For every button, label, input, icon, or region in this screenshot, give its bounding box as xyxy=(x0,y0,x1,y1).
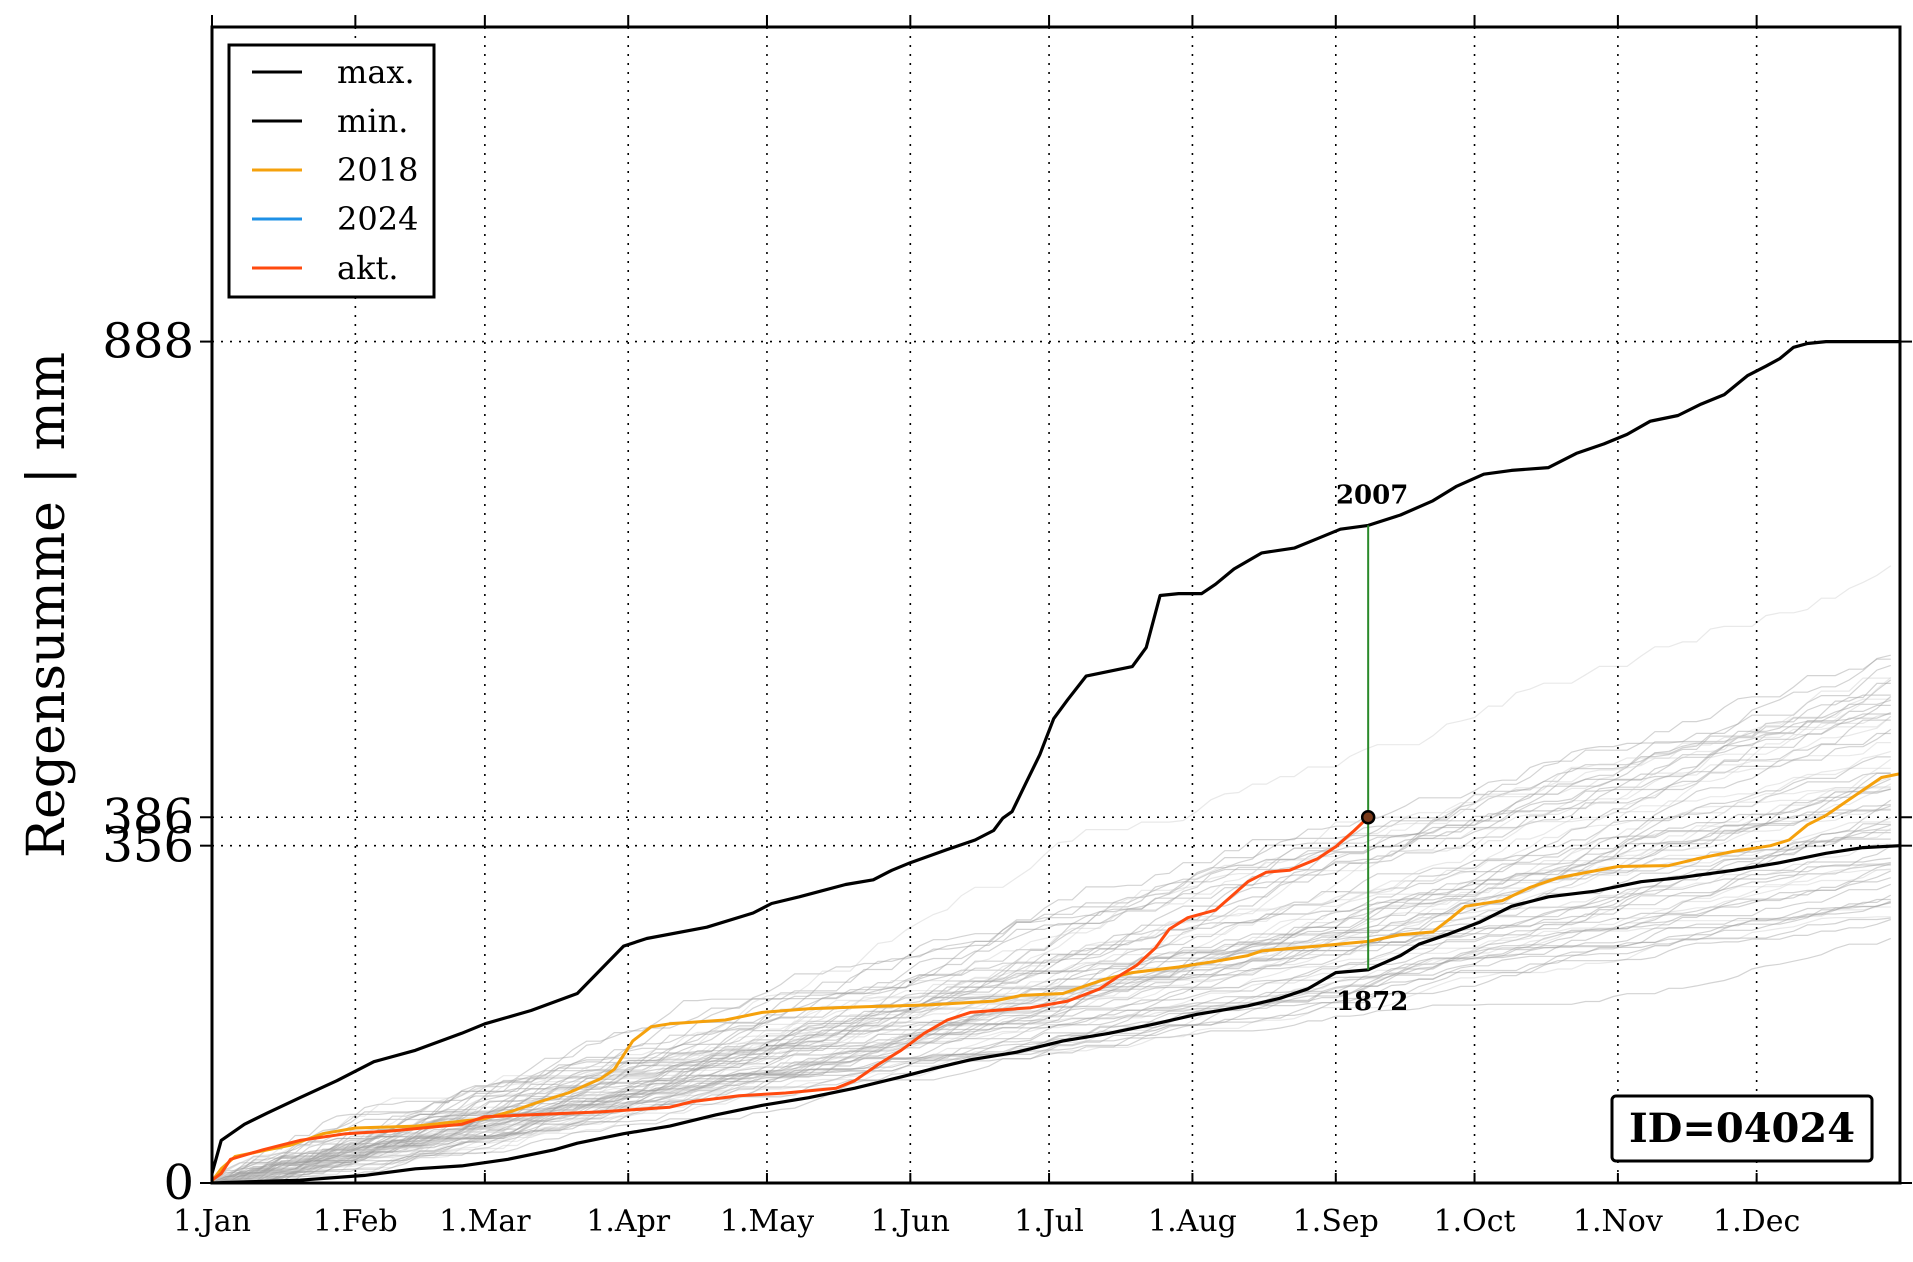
historical-year-line xyxy=(212,821,1891,1183)
historical-year-line xyxy=(212,901,1891,1183)
legend-label: 2018 xyxy=(337,151,418,189)
historical-year-line xyxy=(212,902,1891,1183)
historical-year-line xyxy=(212,898,1891,1183)
y-tick-label: 386 xyxy=(102,789,194,845)
historical-year-line xyxy=(212,863,1891,1183)
x-tick-label: 1.May xyxy=(720,1204,814,1239)
historical-year-line xyxy=(212,654,1891,1183)
x-tick-label: 1.Jul xyxy=(1014,1204,1084,1239)
historical-year-line xyxy=(212,712,1892,1183)
historical-year-line xyxy=(212,565,1892,1183)
series-lines xyxy=(212,340,1900,1183)
current-value-marker xyxy=(1360,809,1376,825)
x-tick-label: 1.Jan xyxy=(173,1204,251,1239)
x-axis-ticks: 1.Jan 1.Feb 1.Mar 1.Apr 1.May 1.Jun 1.Jul 1.Aug… xyxy=(173,15,1800,1239)
historical-year-line xyxy=(212,799,1892,1183)
id-box: ID=04024 xyxy=(1610,1094,1874,1163)
historical-year-line xyxy=(212,715,1892,1183)
historical-year-line xyxy=(212,783,1892,1183)
historical-year-line xyxy=(212,776,1891,1183)
x-tick-label: 1.Nov xyxy=(1573,1204,1663,1239)
historical-year-line xyxy=(212,843,1891,1183)
legend-label: max. xyxy=(337,53,415,91)
historical-year-line xyxy=(212,664,1891,1183)
historical-year-line xyxy=(212,677,1891,1183)
series-line-max xyxy=(212,340,1900,1174)
y-tick-label: 356 xyxy=(102,818,194,874)
historical-year-line xyxy=(212,778,1892,1183)
x-tick-label: 1.Aug xyxy=(1148,1204,1237,1239)
historical-year-line xyxy=(212,883,1892,1183)
station-id-label: ID=04024 xyxy=(1629,1105,1855,1152)
historical-year-line xyxy=(212,696,1892,1183)
historical-year-line xyxy=(212,805,1892,1183)
historical-year-line xyxy=(212,679,1892,1183)
historical-year-line xyxy=(212,756,1891,1183)
historical-year-line xyxy=(212,719,1891,1183)
historical-year-line xyxy=(212,728,1892,1183)
historical-year-line xyxy=(212,758,1892,1183)
historical-year-line xyxy=(212,694,1891,1183)
historical-year-line xyxy=(212,772,1891,1183)
historical-year-line xyxy=(212,677,1892,1183)
historical-year-line xyxy=(212,864,1891,1183)
plot-frame xyxy=(210,25,1902,1185)
historical-year-line xyxy=(212,732,1891,1183)
x-tick-label: 1.Sep xyxy=(1293,1204,1379,1239)
historical-year-line xyxy=(212,937,1892,1183)
historical-year-line xyxy=(212,704,1891,1183)
legend-label: min. xyxy=(337,102,408,140)
historical-year-line xyxy=(212,715,1892,1183)
historical-year-line xyxy=(212,870,1892,1183)
y-axis-title: Regensumme | mm xyxy=(17,352,77,858)
historical-year-line xyxy=(212,900,1892,1183)
min-year-annotation: 1872 xyxy=(1336,987,1408,1017)
x-tick-label: 1.Dec xyxy=(1713,1204,1800,1239)
historical-year-line xyxy=(212,918,1891,1183)
current-marker-group: 2007 1872 xyxy=(1336,480,1408,1016)
legend-label: 2024 xyxy=(337,200,418,238)
series-line-min xyxy=(212,844,1900,1183)
historical-year-line xyxy=(212,788,1891,1183)
x-tick-label: 1.Oct xyxy=(1433,1204,1515,1239)
historical-year-line xyxy=(212,713,1891,1183)
historical-year-line xyxy=(212,829,1891,1183)
historical-years-lines xyxy=(212,565,1892,1183)
historical-year-line xyxy=(212,906,1891,1183)
historical-year-line xyxy=(212,823,1891,1183)
historical-year-line xyxy=(212,767,1891,1183)
historical-year-line xyxy=(212,698,1891,1183)
legend-entries: max. min. 2018 2024 akt. xyxy=(252,53,418,287)
series-line-akt xyxy=(212,816,1370,1182)
x-tick-label: 1.Apr xyxy=(586,1204,670,1239)
historical-year-line xyxy=(212,832,1891,1183)
x-tick-label: 1.Mar xyxy=(439,1204,531,1239)
historical-year-line xyxy=(212,742,1891,1183)
historical-year-line xyxy=(212,894,1892,1183)
legend-label: akt. xyxy=(337,249,399,287)
grid xyxy=(354,27,1758,1183)
max-year-annotation: 2007 xyxy=(1336,480,1408,510)
historical-year-line xyxy=(212,863,1891,1183)
historical-year-line xyxy=(212,658,1891,1183)
historical-year-line xyxy=(212,861,1891,1183)
y-tick-label: 888 xyxy=(102,314,194,370)
legend: max. min. 2018 2024 akt. xyxy=(227,43,436,299)
historical-year-line xyxy=(212,786,1891,1183)
historical-year-line xyxy=(212,699,1891,1183)
historical-year-line xyxy=(212,713,1891,1183)
y-tick-label: 0 xyxy=(163,1155,194,1211)
id-box-frame xyxy=(1610,1094,1874,1163)
historical-year-line xyxy=(212,917,1891,1183)
historical-year-line xyxy=(212,682,1891,1183)
historical-year-line xyxy=(212,916,1891,1183)
x-tick-label: 1.Jun xyxy=(871,1204,950,1239)
x-tick-label: 1.Feb xyxy=(313,1204,398,1239)
historical-year-line xyxy=(212,804,1891,1183)
historical-year-line xyxy=(212,868,1891,1183)
historical-year-line xyxy=(212,877,1891,1183)
